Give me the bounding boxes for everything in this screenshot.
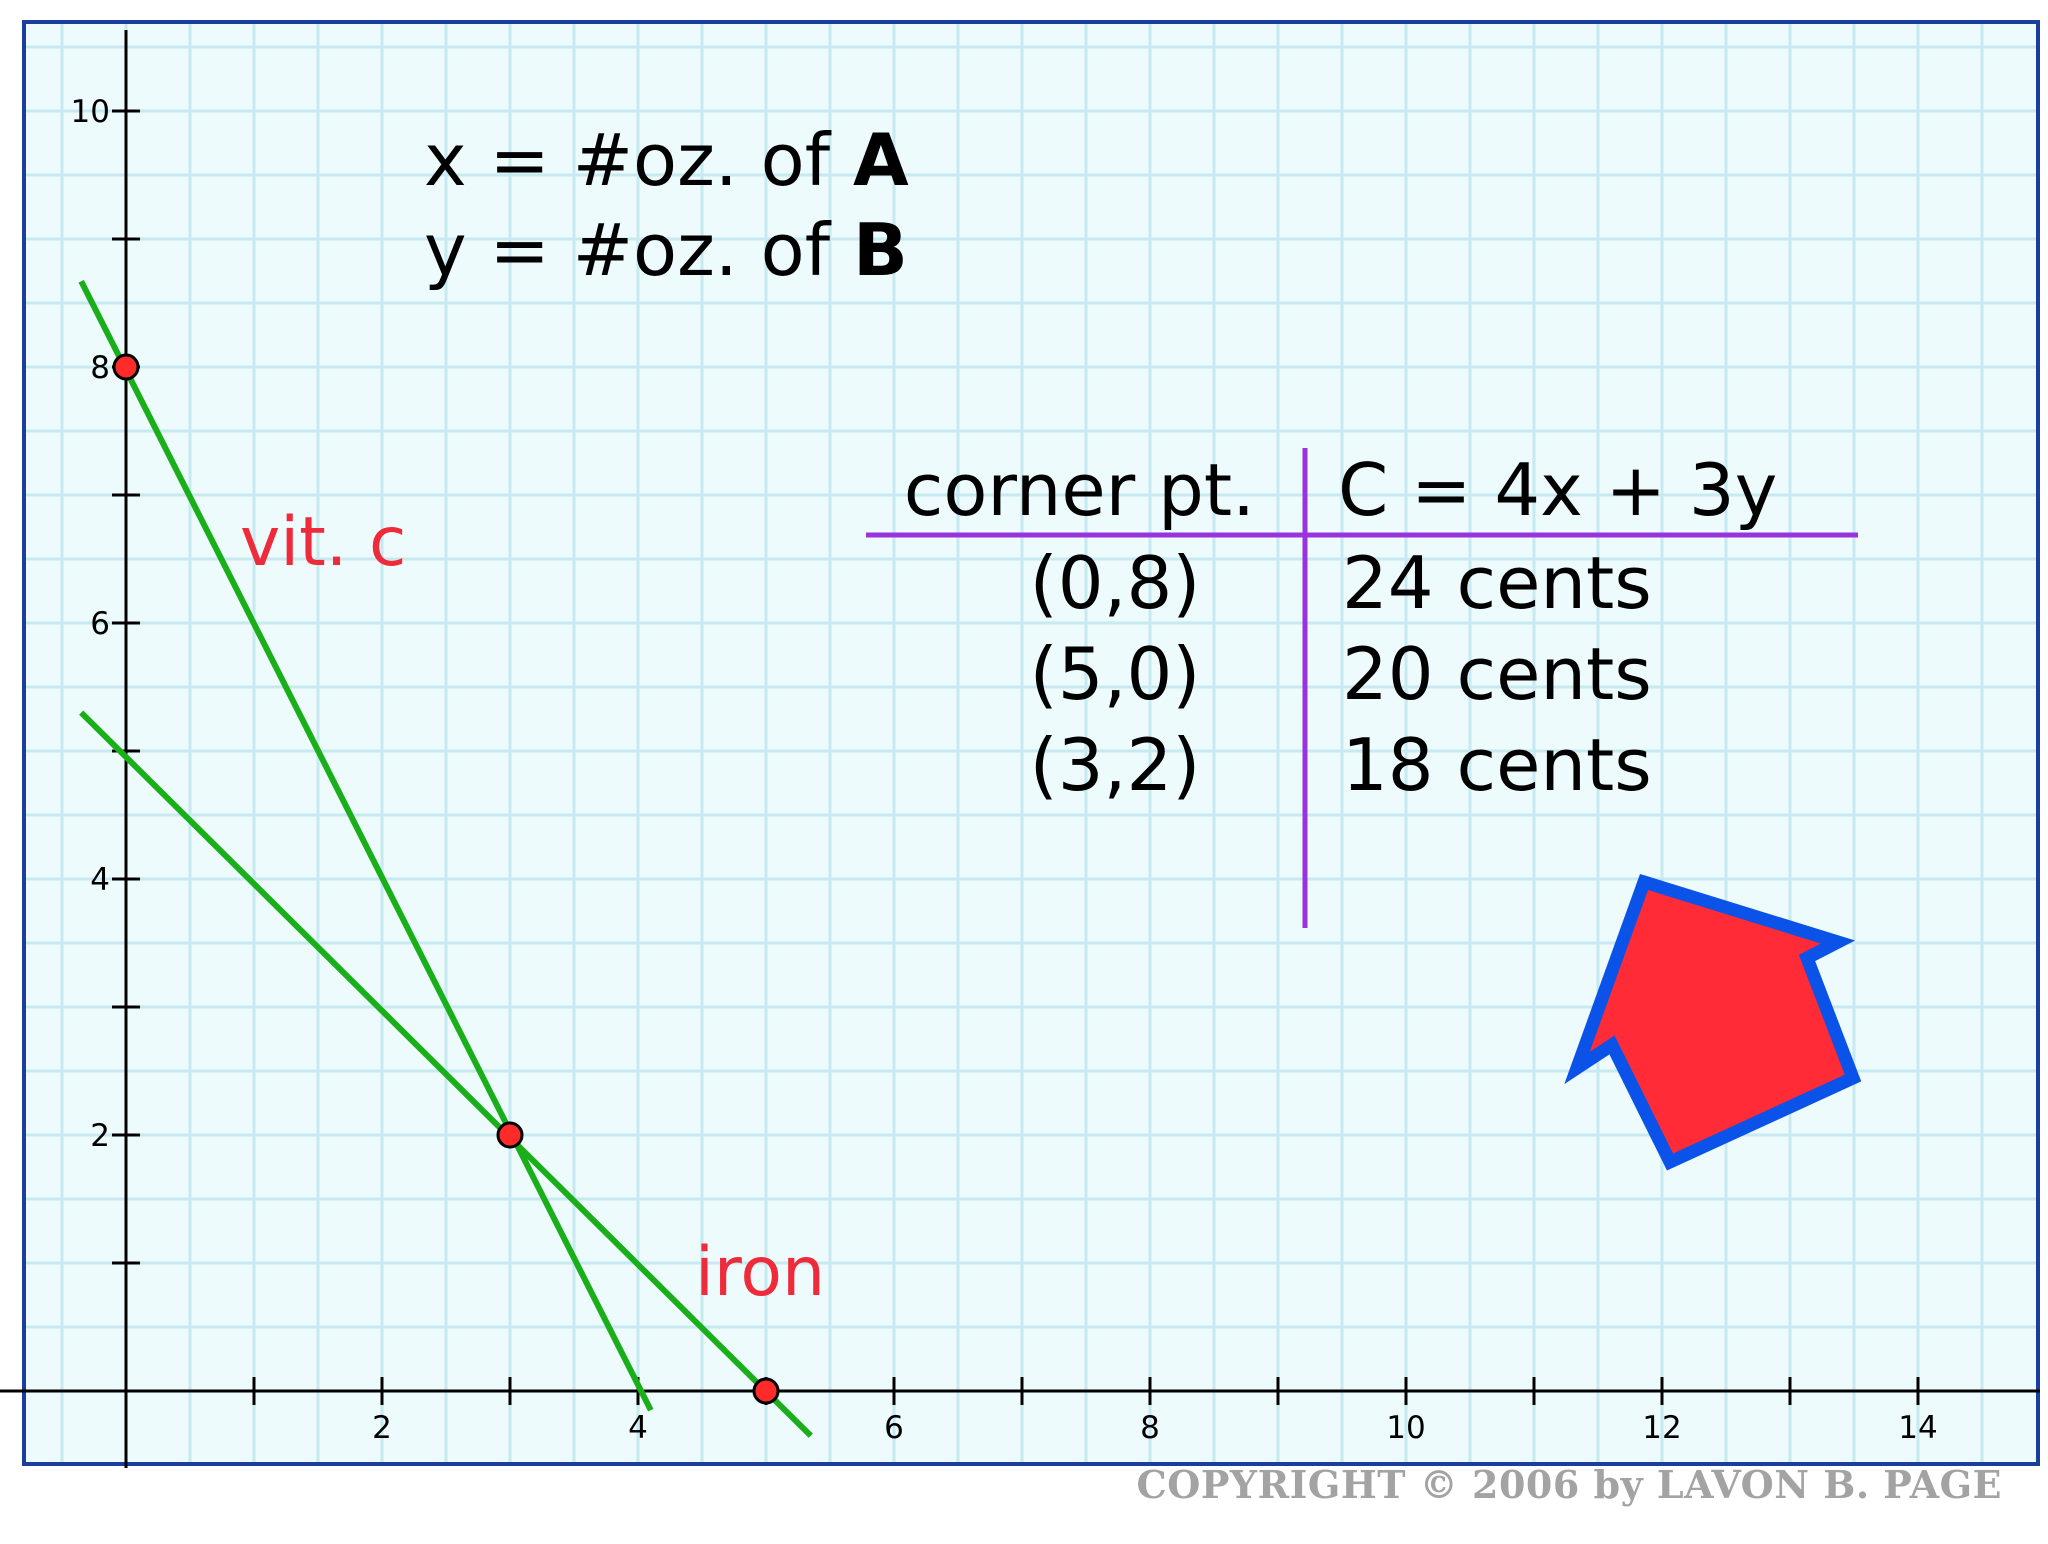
corner-points [112, 353, 780, 1405]
constraint-lines [78, 279, 813, 1438]
series-label-iron: iron [695, 1233, 825, 1312]
y-tick-label: 6 [90, 606, 110, 642]
definition-x: x = #oz. of A [424, 118, 909, 202]
x-tick-label: 4 [628, 1410, 648, 1446]
x-tick-label: 6 [884, 1410, 904, 1446]
corner-point [112, 353, 140, 381]
definition-y-text: y = #oz. of [424, 208, 853, 292]
cost-table: corner pt. C = 4x + 3y (0,8) 24 cents (5… [866, 448, 1858, 928]
direction-arrow-icon [1564, 873, 1862, 1171]
x-tick-label: 10 [1386, 1410, 1425, 1446]
table-cell-point: (3,2) [1030, 723, 1201, 807]
table-cell-cost: 20 cents [1342, 632, 1652, 716]
corner-point [752, 1377, 780, 1405]
y-tick-labels: 2 4 6 8 10 [71, 94, 110, 1154]
x-tick-label: 14 [1898, 1410, 1937, 1446]
table-cell-cost: 24 cents [1342, 541, 1652, 625]
series-line [78, 279, 654, 1412]
copyright-notice: COPYRIGHT © 2006 by LAVON B. PAGE [1136, 1462, 2002, 1507]
y-tick-label: 2 [90, 1118, 110, 1154]
x-tick-label: 8 [1140, 1410, 1160, 1446]
table-header-corner: corner pt. [904, 448, 1255, 532]
definition-x-text: x = #oz. of [424, 118, 853, 202]
x-tick-labels: 2 4 6 8 10 12 14 [372, 1410, 1938, 1446]
series-line [79, 710, 813, 1438]
y-tick-label: 8 [90, 350, 110, 386]
x-tick-label: 2 [372, 1410, 392, 1446]
x-tick-label: 12 [1642, 1410, 1681, 1446]
definition-y-var: B [853, 208, 908, 292]
table-cell-cost: 18 cents [1342, 723, 1652, 807]
plot-frame [22, 20, 2040, 1466]
corner-point [496, 1121, 524, 1149]
series-label-vitc: vit. c [240, 503, 406, 582]
table-cell-point: (5,0) [1030, 632, 1201, 716]
table-header-cost: C = 4x + 3y [1338, 448, 1777, 532]
y-tick-label: 4 [90, 862, 110, 898]
y-tick-label: 10 [71, 94, 110, 130]
definition-y: y = #oz. of B [424, 208, 908, 292]
definition-x-var: A [853, 118, 909, 202]
table-cell-point: (0,8) [1030, 541, 1201, 625]
